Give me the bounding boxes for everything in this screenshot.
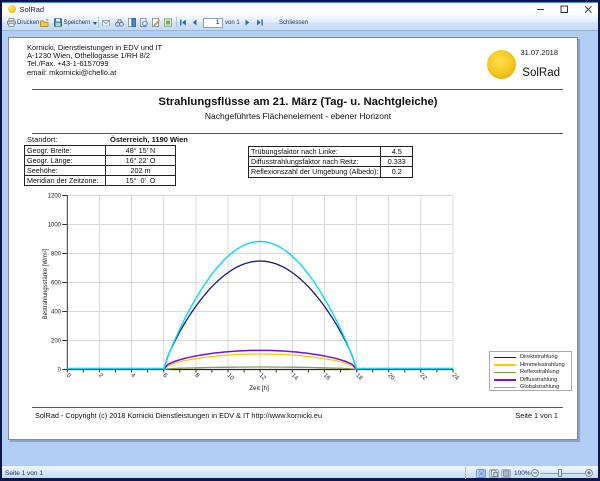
svg-text:12: 12 [258,373,267,382]
svg-text:0: 0 [58,368,62,374]
svg-text:4: 4 [129,373,136,380]
svg-text:2: 2 [97,373,104,380]
svg-text:0: 0 [65,373,72,380]
svg-text:600: 600 [51,281,62,287]
svg-text:18: 18 [354,373,363,382]
svg-text:Bestrahlungsstärke [W/m²]: Bestrahlungsstärke [W/m²] [43,248,49,319]
svg-text:22: 22 [418,373,427,382]
svg-text:14: 14 [290,373,299,382]
svg-text:16: 16 [322,373,331,382]
svg-text:24: 24 [451,373,460,382]
svg-text:400: 400 [51,310,62,316]
svg-text:20: 20 [386,373,395,382]
svg-text:6: 6 [161,373,168,380]
svg-text:Zeit [h]: Zeit [h] [249,385,269,392]
svg-text:1200: 1200 [48,194,62,200]
svg-text:8: 8 [193,373,200,380]
svg-text:800: 800 [51,252,62,258]
svg-text:10: 10 [226,373,235,382]
svg-text:1000: 1000 [48,223,62,229]
svg-text:200: 200 [51,339,62,345]
